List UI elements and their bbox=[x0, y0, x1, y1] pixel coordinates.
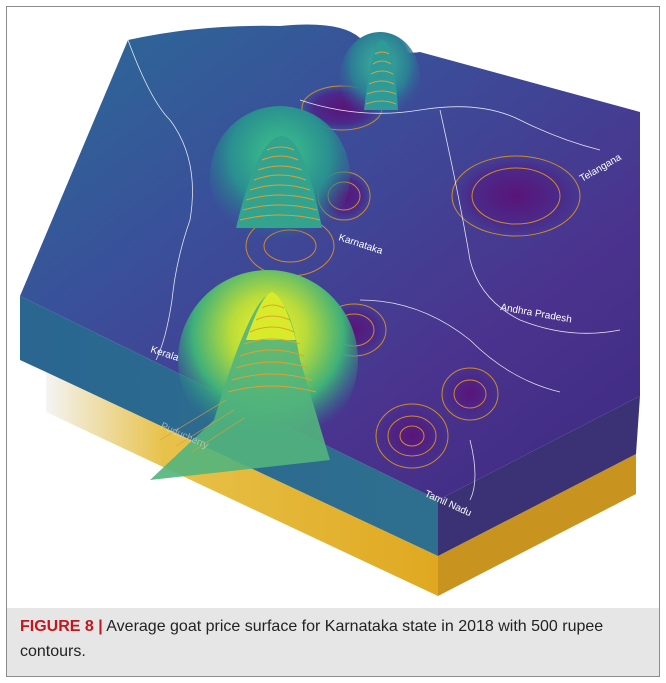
base-slab-right bbox=[438, 454, 636, 596]
figure-caption: FIGURE 8 | Average goat price surface fo… bbox=[20, 614, 640, 664]
peak-west bbox=[210, 106, 350, 246]
peak-south bbox=[150, 270, 358, 480]
caption-band bbox=[6, 608, 660, 677]
dip-east bbox=[442, 368, 498, 420]
base-slab-left bbox=[46, 372, 438, 596]
figure-caption-text: Average goat price surface for Karnataka… bbox=[20, 618, 604, 660]
block-right-wall bbox=[438, 396, 640, 556]
state-boundaries bbox=[127, 39, 621, 501]
dip-south-2 bbox=[376, 404, 448, 468]
price-surface-figure: Telangana Karnataka Andhra Pradesh Keral… bbox=[20, 24, 640, 596]
peak-north bbox=[340, 32, 420, 124]
dip-telangana bbox=[452, 156, 580, 236]
figure-label: FIGURE 8 | bbox=[20, 618, 103, 635]
